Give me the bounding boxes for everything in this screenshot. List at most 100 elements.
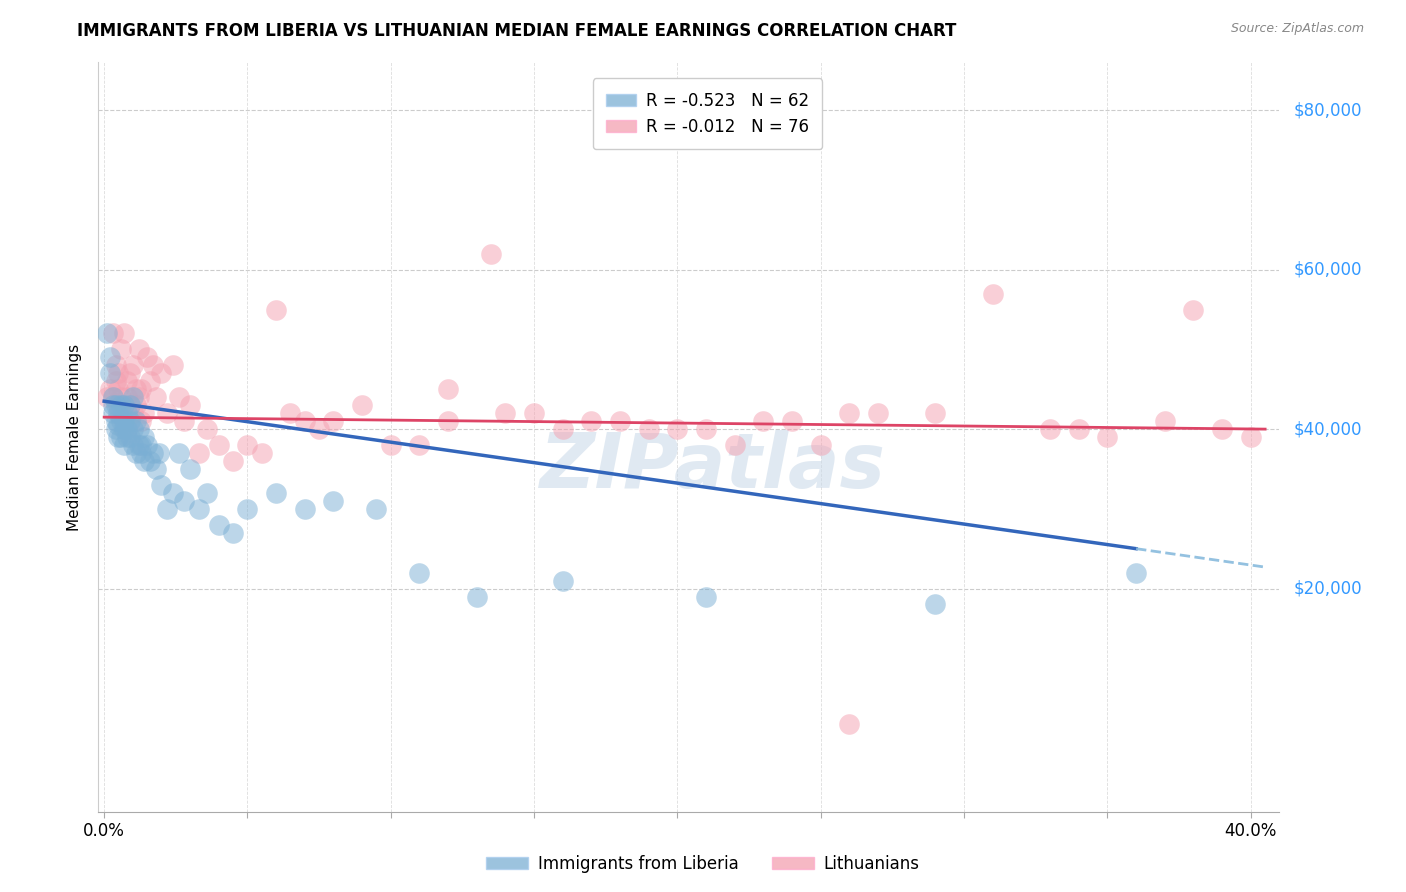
Point — [115, 374, 138, 388]
Point — [208, 438, 231, 452]
Point — [523, 406, 546, 420]
Point — [121, 390, 143, 404]
Point — [131, 382, 153, 396]
Point — [112, 398, 135, 412]
Point — [118, 367, 141, 381]
Point — [121, 359, 143, 373]
Point — [222, 454, 245, 468]
Point — [104, 422, 127, 436]
Point — [408, 438, 430, 452]
Point — [195, 422, 218, 436]
Point — [136, 438, 159, 452]
Point — [142, 446, 165, 460]
Text: $60,000: $60,000 — [1294, 260, 1362, 278]
Point — [1182, 302, 1205, 317]
Point — [264, 302, 287, 317]
Point — [465, 590, 488, 604]
Point — [107, 398, 129, 412]
Point — [352, 398, 374, 412]
Point — [118, 414, 141, 428]
Point — [167, 446, 190, 460]
Point — [128, 343, 150, 357]
Point — [1240, 430, 1263, 444]
Point — [173, 414, 195, 428]
Point — [322, 493, 344, 508]
Point — [1211, 422, 1233, 436]
Point — [101, 406, 124, 420]
Point — [104, 359, 127, 373]
Point — [495, 406, 517, 420]
Point — [1067, 422, 1090, 436]
Point — [437, 382, 460, 396]
Point — [134, 430, 156, 444]
Point — [121, 422, 143, 436]
Point — [609, 414, 631, 428]
Point — [125, 382, 148, 396]
Point — [581, 414, 603, 428]
Point — [110, 398, 132, 412]
Text: $20,000: $20,000 — [1294, 580, 1362, 598]
Point — [115, 406, 138, 420]
Point — [551, 422, 574, 436]
Text: $40,000: $40,000 — [1294, 420, 1362, 438]
Point — [294, 501, 316, 516]
Y-axis label: Median Female Earnings: Median Female Earnings — [67, 343, 83, 531]
Point — [112, 438, 135, 452]
Point — [96, 390, 118, 404]
Point — [752, 414, 775, 428]
Point — [366, 501, 388, 516]
Point — [107, 406, 129, 420]
Point — [101, 398, 124, 412]
Text: $80,000: $80,000 — [1294, 102, 1362, 120]
Point — [134, 454, 156, 468]
Point — [121, 406, 143, 420]
Point — [666, 422, 689, 436]
Point — [187, 501, 209, 516]
Point — [104, 374, 127, 388]
Point — [156, 406, 179, 420]
Point — [695, 590, 717, 604]
Point — [110, 414, 132, 428]
Point — [139, 374, 162, 388]
Point — [121, 438, 143, 452]
Point — [222, 525, 245, 540]
Point — [112, 422, 135, 436]
Legend: R = -0.523   N = 62, R = -0.012   N = 76: R = -0.523 N = 62, R = -0.012 N = 76 — [592, 78, 823, 149]
Point — [125, 446, 148, 460]
Point — [118, 398, 141, 412]
Point — [195, 486, 218, 500]
Point — [110, 343, 132, 357]
Point — [107, 430, 129, 444]
Point — [131, 438, 153, 452]
Point — [128, 438, 150, 452]
Point — [107, 382, 129, 396]
Point — [128, 390, 150, 404]
Point — [150, 367, 173, 381]
Point — [250, 446, 273, 460]
Point — [1039, 422, 1062, 436]
Point — [838, 406, 860, 420]
Point — [110, 430, 132, 444]
Point — [437, 414, 460, 428]
Point — [131, 414, 153, 428]
Point — [145, 390, 167, 404]
Point — [924, 598, 946, 612]
Point — [98, 367, 121, 381]
Point — [125, 398, 148, 412]
Point — [173, 493, 195, 508]
Point — [145, 462, 167, 476]
Point — [868, 406, 890, 420]
Point — [107, 418, 129, 433]
Point — [156, 501, 179, 516]
Point — [308, 422, 330, 436]
Point — [98, 382, 121, 396]
Point — [179, 398, 201, 412]
Point — [112, 414, 135, 428]
Point — [110, 390, 132, 404]
Point — [322, 414, 344, 428]
Point — [1097, 430, 1119, 444]
Point — [408, 566, 430, 580]
Point — [115, 422, 138, 436]
Point — [115, 390, 138, 404]
Point — [294, 414, 316, 428]
